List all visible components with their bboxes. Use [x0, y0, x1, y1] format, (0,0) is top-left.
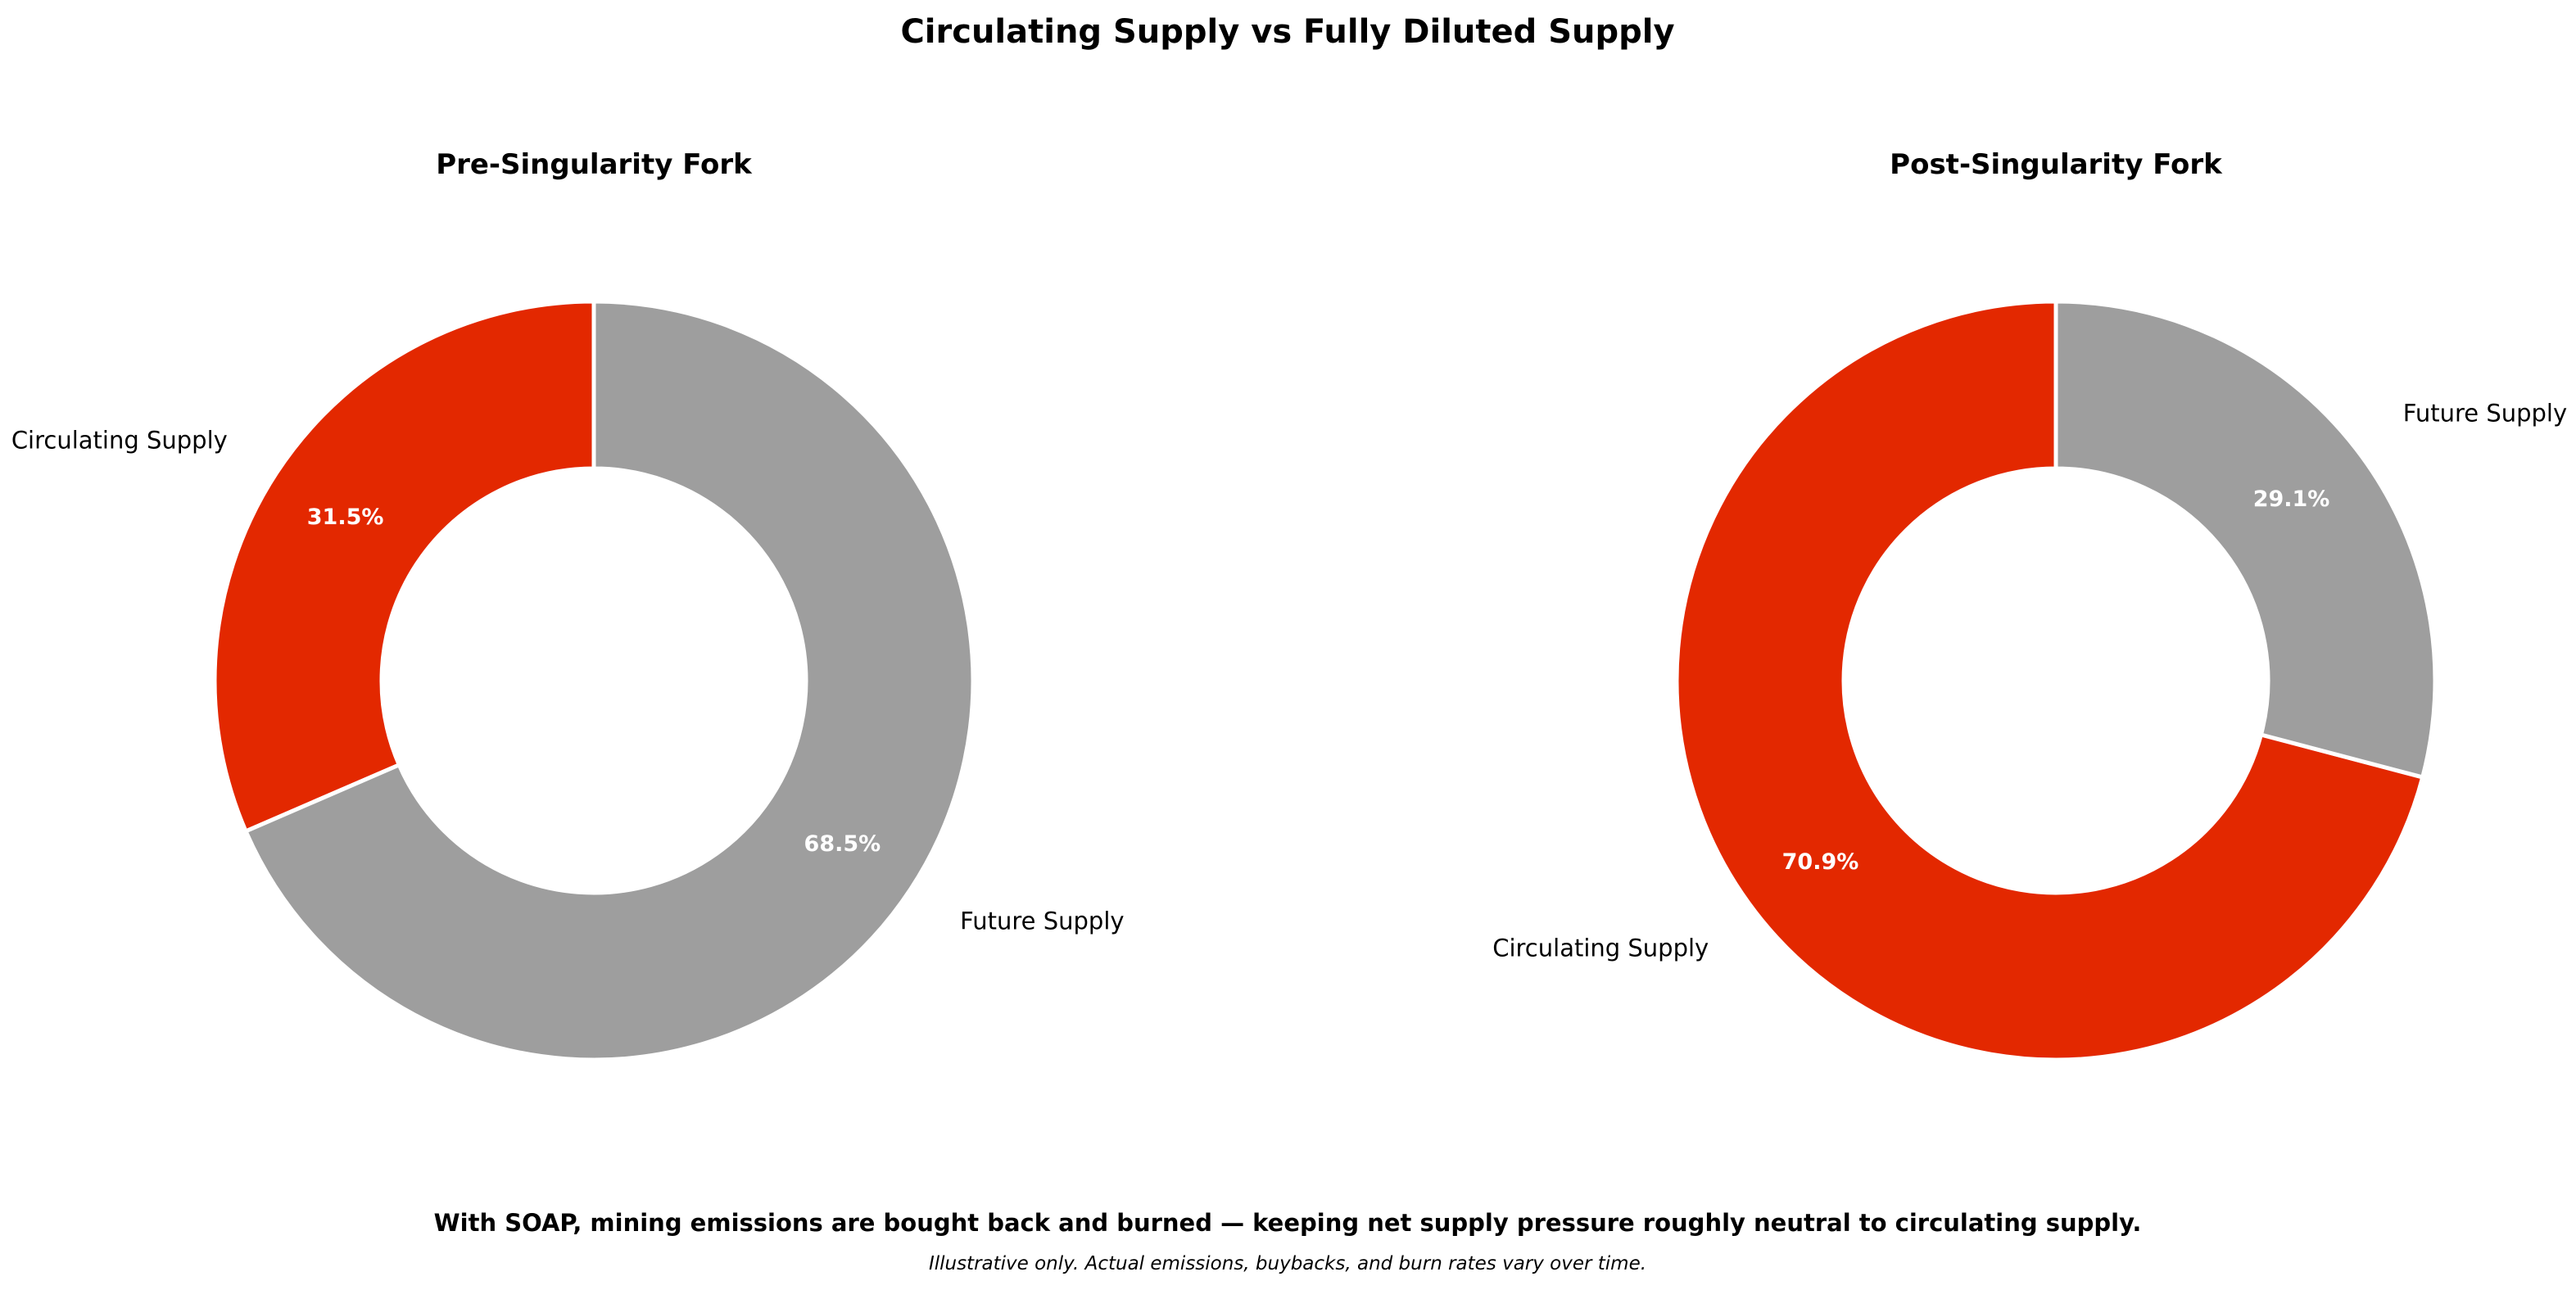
slice-pre-fork-circulating — [212, 299, 596, 835]
donut-title-pre-fork: Pre-Singularity Fork — [436, 148, 753, 181]
donut-pre-fork: Pre-Singularity Fork Circulating Supply 3… — [11, 148, 1125, 1062]
slice-label-post-fork-circulating: Circulating Supply — [1492, 935, 1709, 962]
chart-title: Circulating Supply vs Fully Diluted Supp… — [900, 13, 1674, 51]
disclaimer: Illustrative only. Actual emissions, buy… — [929, 1253, 1646, 1274]
slice-post-fork-future — [2053, 299, 2438, 781]
slice-label-post-fork-future: Future Supply — [2403, 399, 2567, 427]
slice-label-pre-fork-circulating: Circulating Supply — [11, 426, 228, 454]
pct-label-pre-fork-future: 68.5% — [804, 831, 881, 857]
donut-title-post-fork: Post-Singularity Fork — [1890, 148, 2223, 181]
slice-post-fork-circulating — [1674, 299, 2425, 1062]
pct-label-post-fork-circulating: 70.9% — [1782, 849, 1859, 875]
pct-label-pre-fork-circulating: 31.5% — [307, 505, 384, 530]
donut-post-fork: Post-Singularity Fork Circulating Supply… — [1492, 148, 2567, 1062]
slice-label-pre-fork-future: Future Supply — [960, 908, 1124, 935]
slice-pre-fork-future — [242, 299, 976, 1062]
footnote: With SOAP, mining emissions are bought b… — [434, 1209, 2142, 1237]
pct-label-post-fork-future: 29.1% — [2253, 487, 2330, 512]
